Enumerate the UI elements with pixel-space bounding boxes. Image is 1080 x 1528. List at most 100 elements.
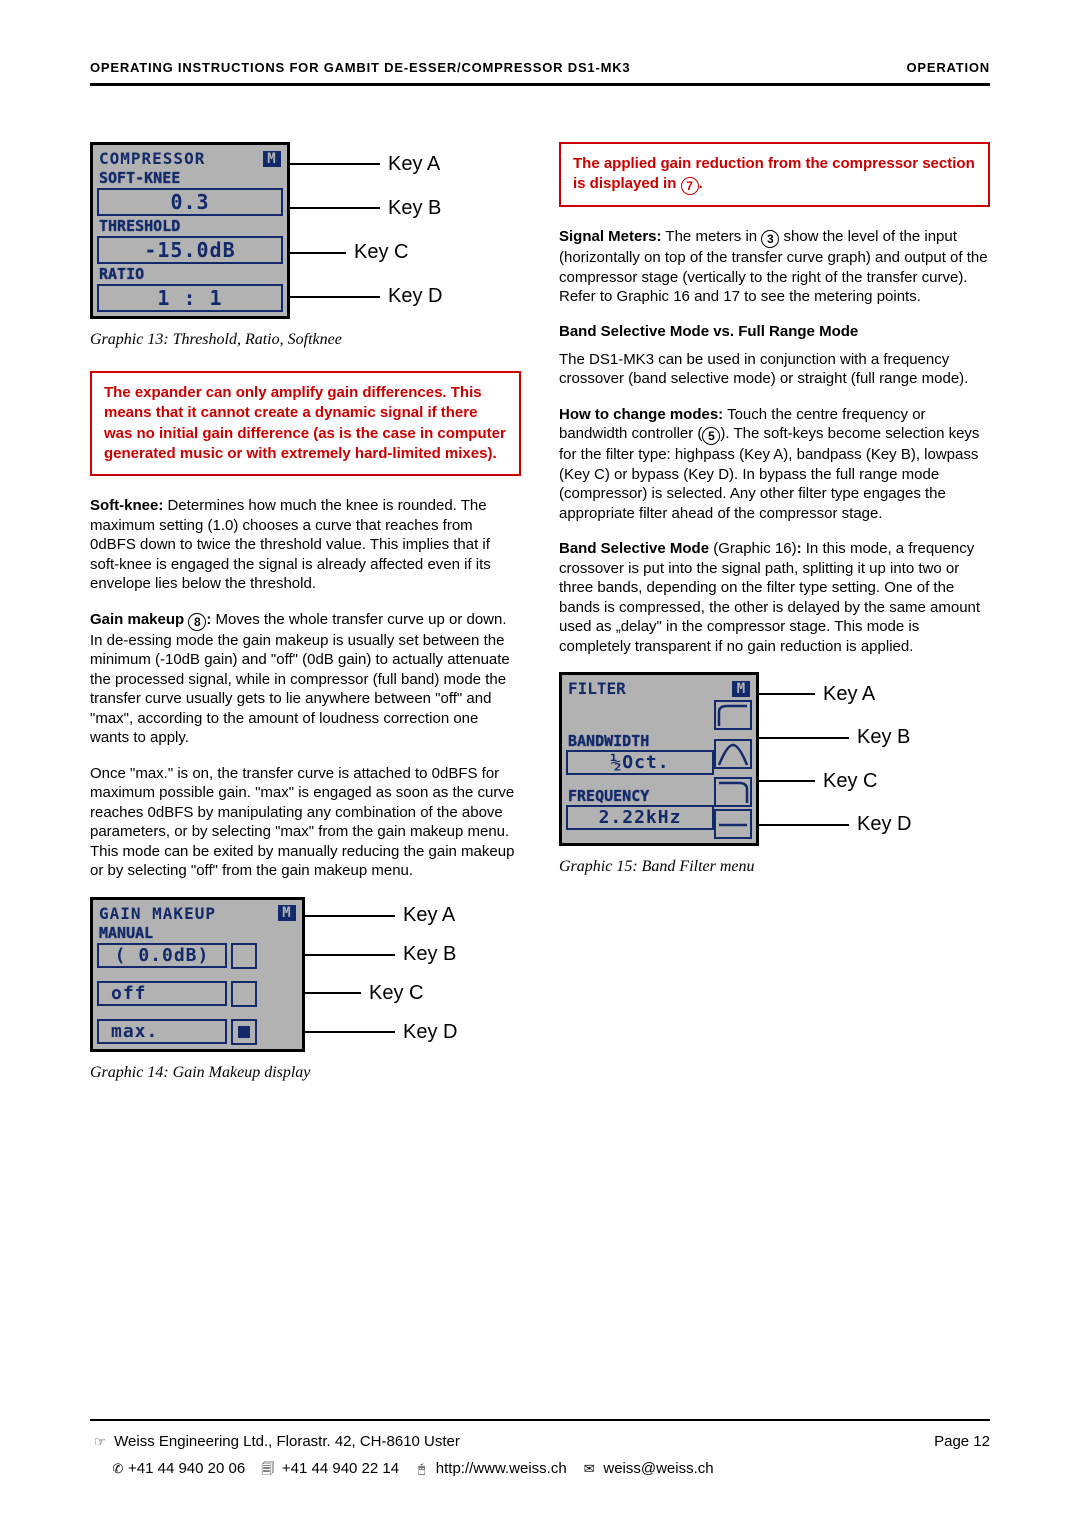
mode-intro-para: The DS1-MK3 can be used in conjunction w… bbox=[559, 350, 990, 389]
frequency-label: FREQUENCY bbox=[566, 787, 714, 805]
sig-body-1: The meters in bbox=[662, 228, 762, 245]
ratio-value: 1 : 1 bbox=[97, 284, 283, 312]
page-header: OPERATING INSTRUCTIONS FOR GAMBIT DE-ESS… bbox=[90, 60, 990, 83]
bandpass-icon bbox=[714, 739, 752, 769]
content-columns: COMPRESSOR M SOFT-KNEE 0.3 THRESHOLD -15… bbox=[90, 142, 990, 1104]
fax-icon: 🗐 bbox=[260, 1460, 276, 1482]
key-b-label-15: Key B bbox=[857, 726, 910, 749]
lcd13-title-row: COMPRESSOR M bbox=[97, 149, 283, 168]
bsm-head: Band Selective Mode bbox=[559, 540, 709, 557]
mouse-icon: 🖰 bbox=[414, 1461, 430, 1477]
left-column: COMPRESSOR M SOFT-KNEE 0.3 THRESHOLD -15… bbox=[90, 142, 521, 1104]
caption-13: Graphic 13: Threshold, Ratio, Softknee bbox=[90, 331, 521, 349]
ratio-label: RATIO bbox=[97, 265, 283, 283]
manual-value: ( 0.0dB) bbox=[97, 943, 227, 968]
max-value: max. bbox=[97, 1019, 227, 1044]
footer-page: Page 12 bbox=[934, 1433, 990, 1450]
page-footer: ☞ Weiss Engineering Ltd., Florastr. 42, … bbox=[90, 1379, 990, 1482]
caption-15: Graphic 15: Band Filter menu bbox=[559, 858, 990, 876]
lcd15-title-row: FILTER M bbox=[566, 679, 752, 700]
header-right: OPERATION bbox=[906, 60, 990, 75]
off-value: off bbox=[97, 981, 227, 1006]
hand-icon: ☞ bbox=[92, 1434, 108, 1450]
bandwidth-value: ½Oct. bbox=[566, 750, 714, 775]
graphic-15: FILTER M BANDWIDTH ½Oct. bbox=[559, 672, 990, 846]
lowpass-icon bbox=[714, 777, 752, 807]
gain-reduction-note-box: The applied gain reduction from the comp… bbox=[559, 142, 990, 207]
gain-head: Gain makeup bbox=[90, 611, 188, 628]
key-c-label-14: Key C bbox=[369, 982, 423, 1005]
checked-box-icon bbox=[231, 1019, 257, 1045]
highpass-icon bbox=[714, 700, 752, 730]
footer-rule bbox=[90, 1419, 990, 1421]
redbox2-b: . bbox=[699, 175, 703, 192]
m-badge: M bbox=[263, 151, 281, 167]
mail-icon: ✉ bbox=[581, 1461, 597, 1477]
gain-makeup-para: Gain makeup 8: Moves the whole transfer … bbox=[90, 610, 521, 748]
lcd15-title: FILTER bbox=[568, 679, 626, 698]
m-badge-14: M bbox=[278, 905, 296, 921]
lcd15-keys: Key A Key B Key C Key D bbox=[759, 672, 990, 846]
key-c-label-15: Key C bbox=[823, 770, 877, 793]
footer-line-1: ☞ Weiss Engineering Ltd., Florastr. 42, … bbox=[90, 1433, 990, 1450]
key-a-label-15: Key A bbox=[823, 683, 875, 706]
right-column: The applied gain reduction from the comp… bbox=[559, 142, 990, 1104]
softknee-head: Soft-knee: bbox=[90, 497, 163, 514]
signal-meters-para: Signal Meters: The meters in 3 show the … bbox=[559, 227, 990, 307]
expander-note-box: The expander can only amplify gain diffe… bbox=[90, 371, 521, 476]
footer-url: http://www.weiss.ch bbox=[436, 1460, 567, 1477]
unchecked-box-icon-2 bbox=[231, 981, 257, 1007]
lcd14-title: GAIN MAKEUP bbox=[99, 904, 216, 923]
how-to-change-para: How to change modes: Touch the centre fr… bbox=[559, 405, 990, 524]
graphic-14: GAIN MAKEUP M MANUAL ( 0.0dB) off max. bbox=[90, 897, 521, 1052]
key-c-label: Key C bbox=[354, 241, 408, 264]
footer-mail: weiss@weiss.ch bbox=[603, 1460, 713, 1477]
bandwidth-label: BANDWIDTH bbox=[566, 732, 714, 750]
graphic-13: COMPRESSOR M SOFT-KNEE 0.3 THRESHOLD -15… bbox=[90, 142, 521, 319]
how-head: How to change modes: bbox=[559, 406, 723, 423]
key-d-label: Key D bbox=[388, 285, 442, 308]
key-b-label: Key B bbox=[388, 197, 441, 220]
key-a-label: Key A bbox=[388, 153, 440, 176]
filter-lcd: FILTER M BANDWIDTH ½Oct. bbox=[559, 672, 759, 846]
mode-heading: Band Selective Mode vs. Full Range Mode bbox=[559, 323, 990, 340]
frequency-value: 2.22kHz bbox=[566, 805, 714, 830]
signal-meters-head: Signal Meters: bbox=[559, 228, 662, 245]
bsm-body: In this mode, a frequency crossover is p… bbox=[559, 540, 980, 655]
footer-tel: +41 44 940 20 06 bbox=[128, 1460, 245, 1477]
circle-8-icon: 8 bbox=[188, 613, 206, 631]
key-d-label-14: Key D bbox=[403, 1021, 457, 1044]
softknee-value: 0.3 bbox=[97, 188, 283, 216]
m-badge-15: M bbox=[732, 681, 750, 697]
lcd14-title-row: GAIN MAKEUP M bbox=[97, 904, 298, 923]
lcd14-keys: Key A Key B Key C Key D bbox=[305, 897, 521, 1052]
caption-14: Graphic 14: Gain Makeup display bbox=[90, 1064, 521, 1082]
circle-3-icon: 3 bbox=[761, 230, 779, 248]
circle-7-icon: 7 bbox=[681, 177, 699, 195]
key-d-label-15: Key D bbox=[857, 813, 911, 836]
phone-icon: ✆ bbox=[110, 1461, 126, 1477]
key-b-label-14: Key B bbox=[403, 943, 456, 966]
unchecked-box-icon bbox=[231, 943, 257, 969]
threshold-value: -15.0dB bbox=[97, 236, 283, 264]
band-selective-para: Band Selective Mode (Graphic 16): In thi… bbox=[559, 539, 990, 656]
header-left: OPERATING INSTRUCTIONS FOR GAMBIT DE-ESS… bbox=[90, 60, 630, 75]
softknee-label: SOFT-KNEE bbox=[97, 169, 283, 187]
compressor-lcd: COMPRESSOR M SOFT-KNEE 0.3 THRESHOLD -15… bbox=[90, 142, 290, 319]
softknee-para: Soft-knee: Determines how much the knee … bbox=[90, 496, 521, 594]
threshold-label: THRESHOLD bbox=[97, 217, 283, 235]
footer-company: ☞ Weiss Engineering Ltd., Florastr. 42, … bbox=[90, 1433, 460, 1450]
lcd13-title: COMPRESSOR bbox=[99, 149, 205, 168]
gain-body: Moves the whole transfer curve up or dow… bbox=[90, 611, 510, 747]
header-rule bbox=[90, 83, 990, 86]
footer-fax: +41 44 940 22 14 bbox=[282, 1460, 399, 1477]
lcd13-keys: Key A Key B Key C Key D bbox=[290, 142, 521, 319]
gain-makeup-lcd: GAIN MAKEUP M MANUAL ( 0.0dB) off max. bbox=[90, 897, 305, 1052]
gain-makeup-para-2: Once "max." is on, the transfer curve is… bbox=[90, 764, 521, 881]
key-a-label-14: Key A bbox=[403, 904, 455, 927]
bypass-icon bbox=[714, 809, 752, 839]
redbox2-a: The applied gain reduction from the comp… bbox=[573, 155, 975, 192]
bsm-paren: (Graphic 16) bbox=[709, 540, 797, 557]
footer-line-2: ✆+41 44 940 20 06 🗐 +41 44 940 22 14 🖰 h… bbox=[90, 1460, 990, 1482]
circle-5-icon: 5 bbox=[702, 427, 720, 445]
